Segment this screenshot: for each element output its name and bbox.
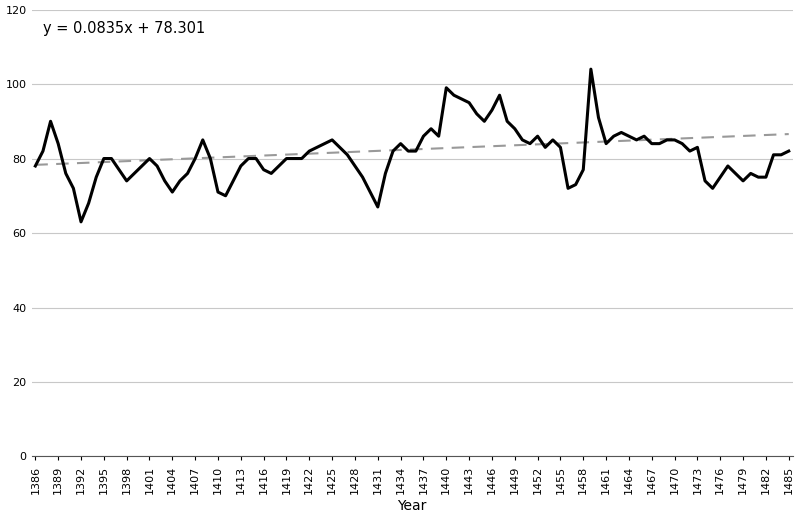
Text: y = 0.0835x + 78.301: y = 0.0835x + 78.301 bbox=[43, 21, 206, 36]
X-axis label: Year: Year bbox=[398, 499, 426, 513]
